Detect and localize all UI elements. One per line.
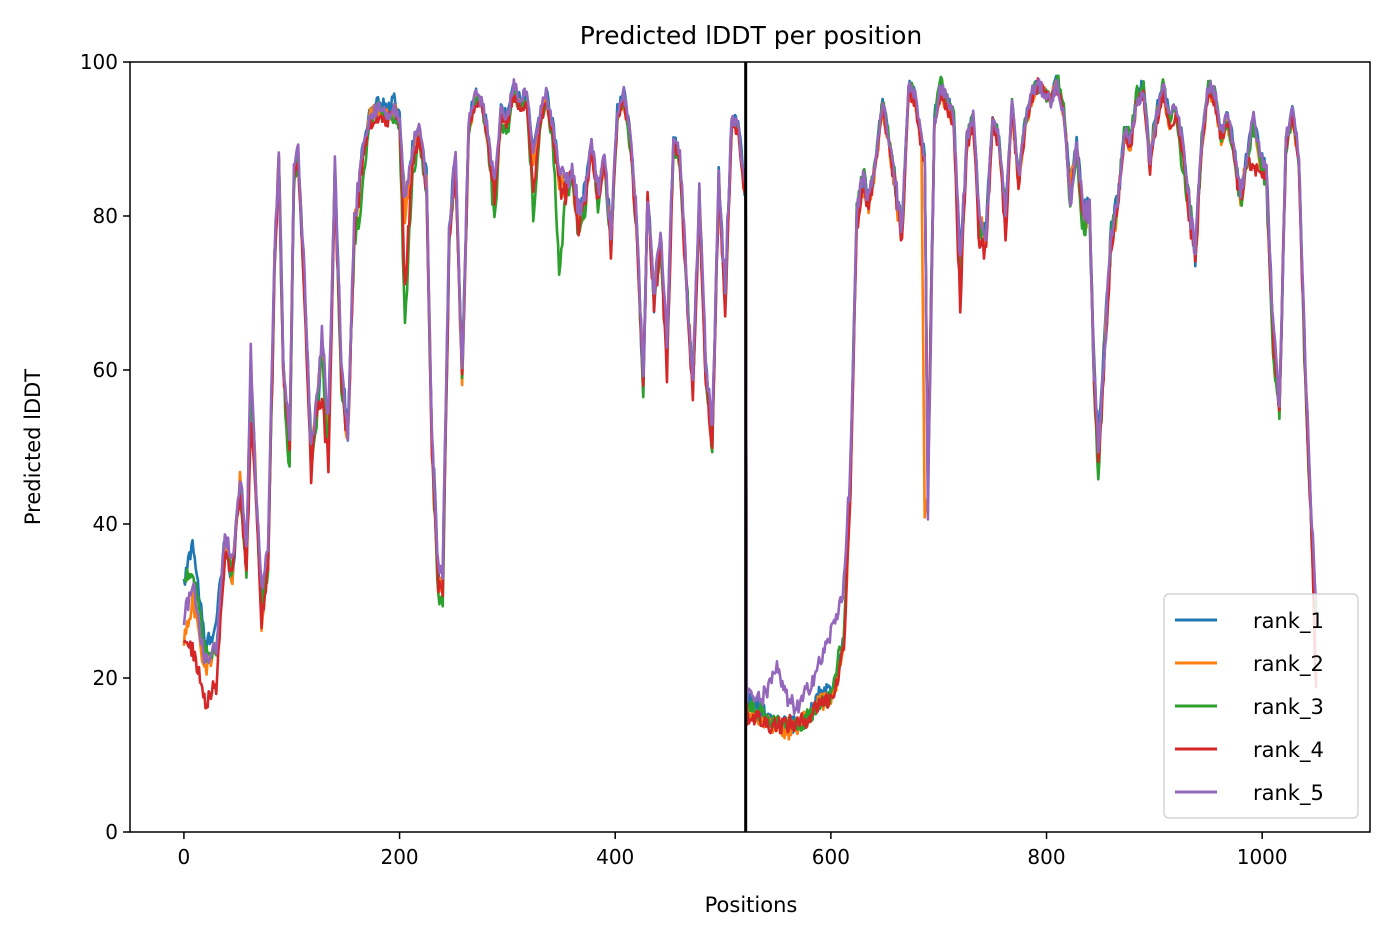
y-tick-label: 20 xyxy=(93,666,118,690)
y-tick-label: 100 xyxy=(80,50,118,74)
x-tick-label: 200 xyxy=(380,845,418,869)
x-tick-label: 0 xyxy=(178,845,191,869)
legend-label-rank_4: rank_4 xyxy=(1253,738,1324,763)
legend-label-rank_3: rank_3 xyxy=(1253,695,1324,720)
y-axis-ticks: 0 20 40 60 80 100 xyxy=(80,50,130,844)
legend-label-rank_5: rank_5 xyxy=(1253,781,1324,806)
y-tick-label: 60 xyxy=(93,358,118,382)
legend-label-rank_2: rank_2 xyxy=(1253,652,1324,677)
x-tick-label: 1000 xyxy=(1237,845,1288,869)
legend: rank_1 rank_2 rank_3 rank_4 rank_5 xyxy=(1163,593,1359,819)
x-tick-label: 800 xyxy=(1027,845,1065,869)
legend-frame xyxy=(1163,593,1359,819)
chart-title: Predicted lDDT per position xyxy=(580,21,922,50)
x-axis-label: Positions xyxy=(705,893,798,917)
series-group xyxy=(182,74,1318,741)
y-tick-label: 0 xyxy=(105,820,118,844)
plot-frame xyxy=(129,61,1371,833)
x-tick-label: 600 xyxy=(812,845,850,869)
y-tick-label: 80 xyxy=(93,204,118,228)
series-line-rank_4 xyxy=(182,77,1318,735)
legend-label-rank_1: rank_1 xyxy=(1253,609,1324,634)
series-line-rank_5 xyxy=(182,78,1318,716)
y-axis-label: Predicted lDDT xyxy=(21,369,45,525)
y-tick-label: 40 xyxy=(93,512,118,536)
x-tick-label: 400 xyxy=(596,845,634,869)
x-axis-ticks: 0 200 400 600 800 1000 xyxy=(178,832,1288,869)
